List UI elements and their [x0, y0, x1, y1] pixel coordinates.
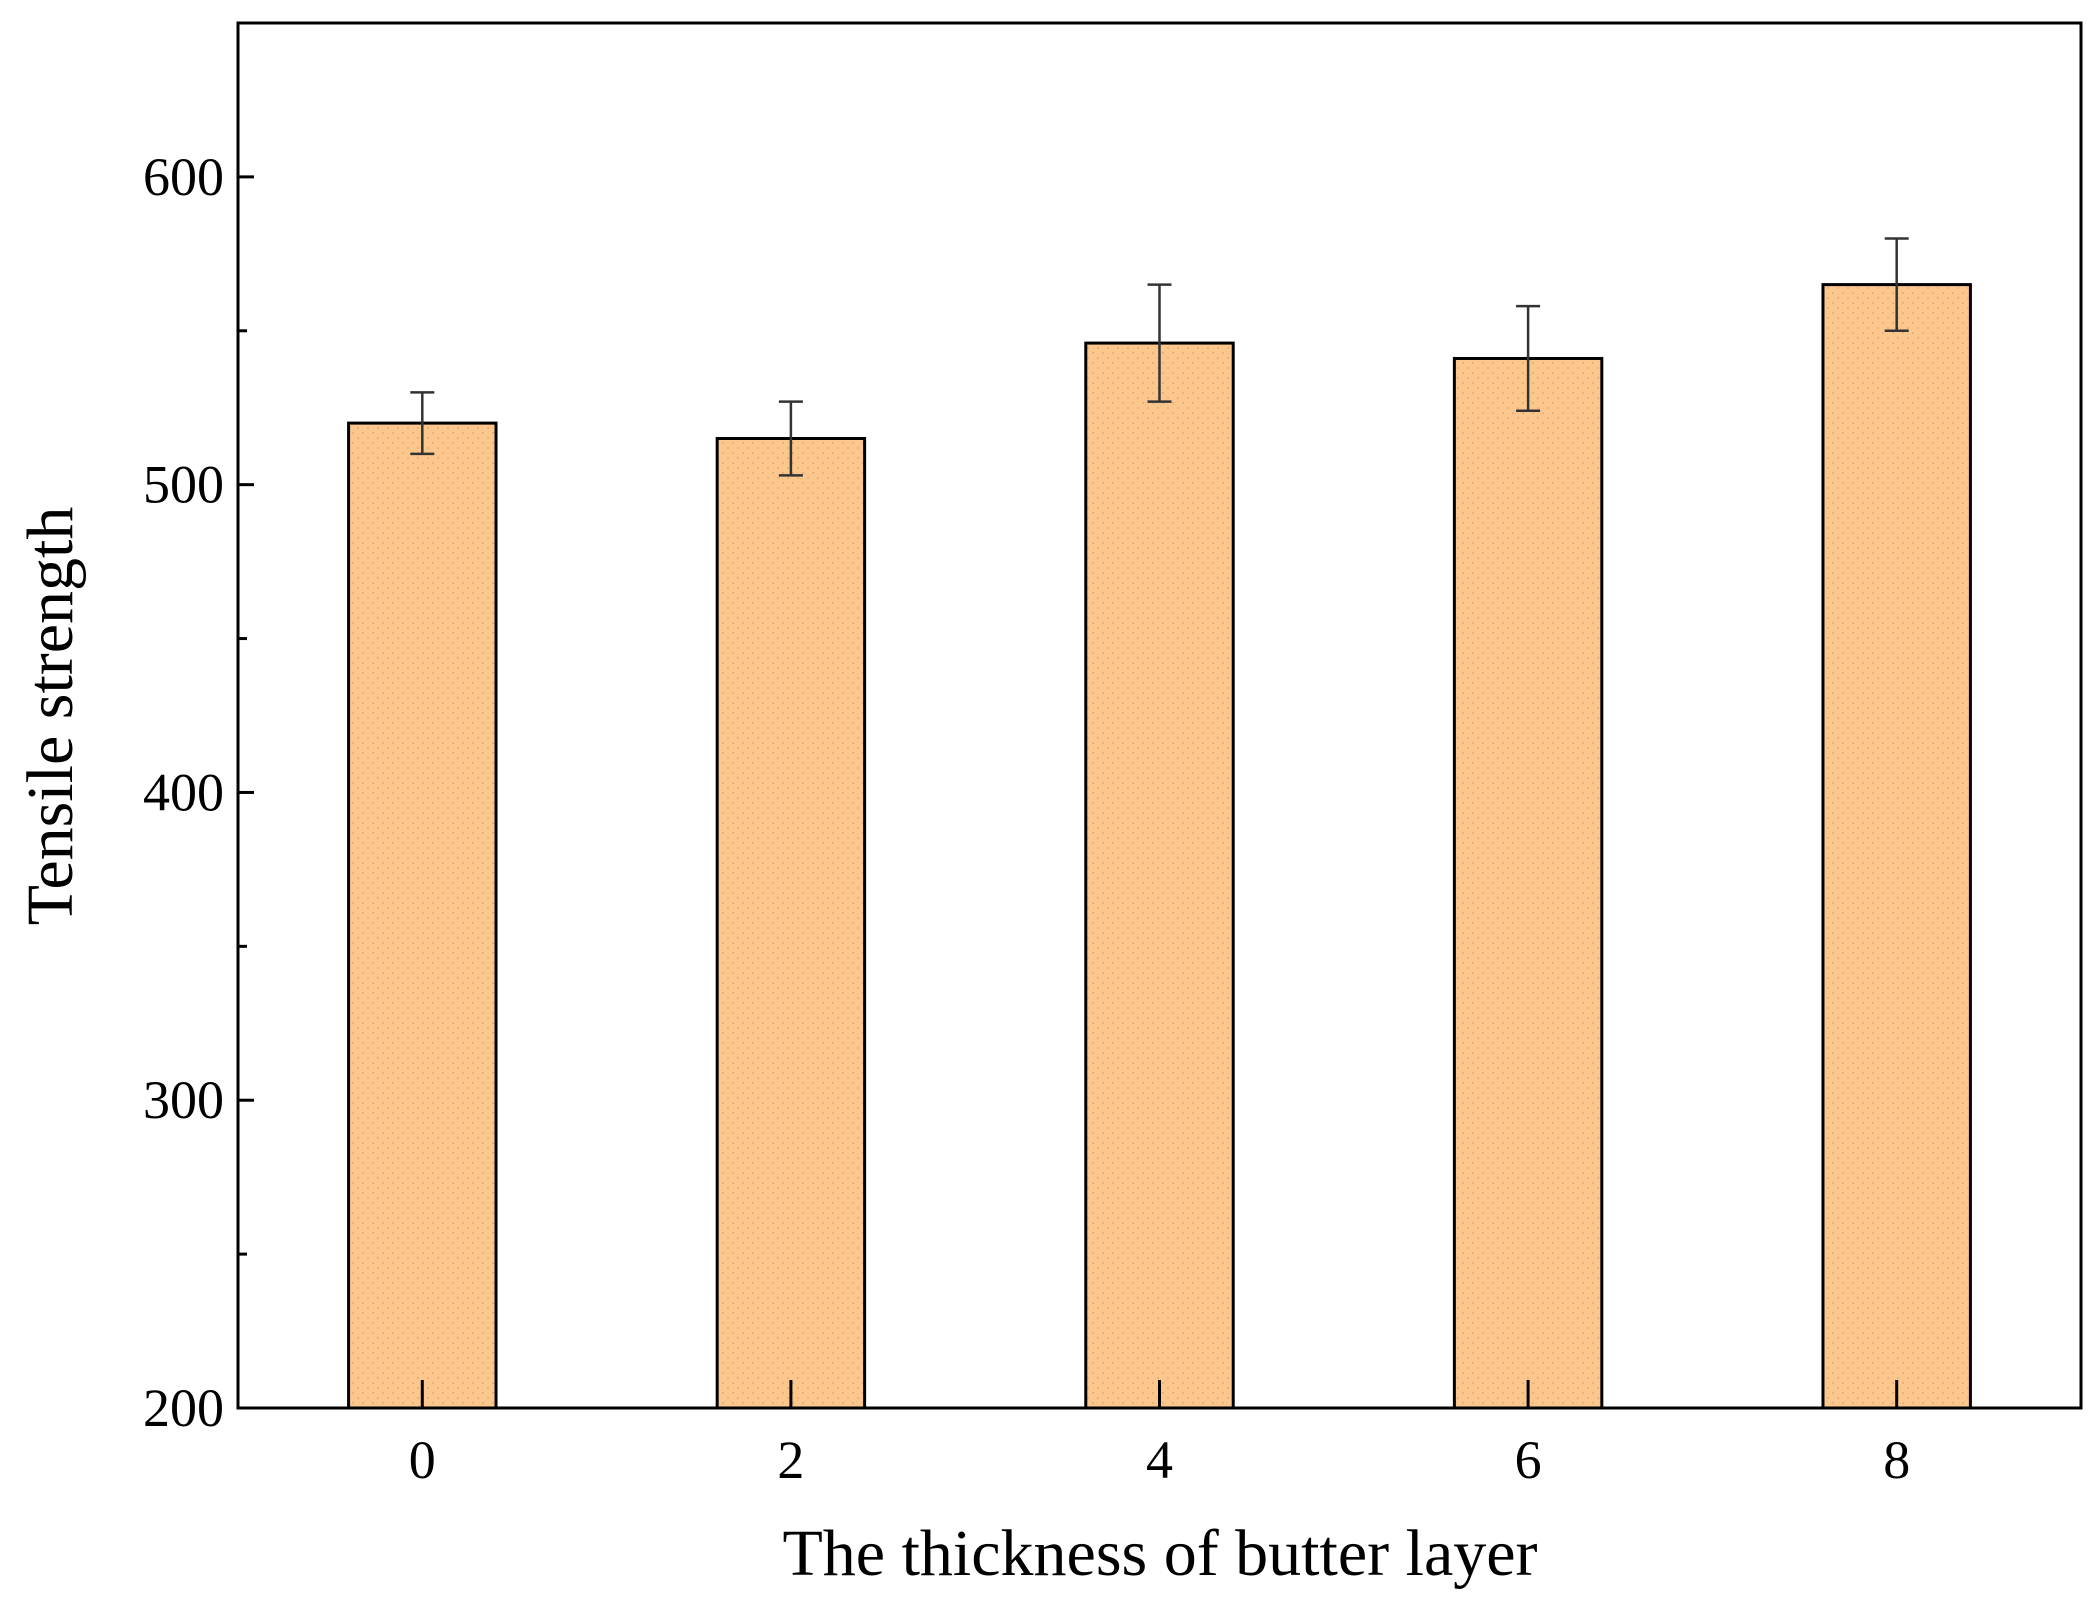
- y-tick-label: 200: [143, 1378, 224, 1438]
- x-tick-label: 8: [1883, 1430, 1910, 1490]
- bar-texture: [347, 421, 498, 1410]
- bar-texture: [1084, 341, 1235, 1410]
- bar-texture: [1821, 283, 1972, 1410]
- y-axis-label: Tensile strength: [14, 507, 87, 926]
- x-tick-label: 6: [1515, 1430, 1542, 1490]
- y-tick-label: 500: [143, 455, 224, 515]
- y-tick-label: 600: [143, 147, 224, 207]
- y-tick-label: 400: [143, 762, 224, 822]
- x-tick-label: 0: [409, 1430, 436, 1490]
- bar-texture: [1452, 356, 1604, 1410]
- x-tick-label: 4: [1146, 1430, 1173, 1490]
- plot-frame: [236, 21, 2083, 1410]
- x-axis-label: The thickness of butter layer: [782, 1517, 1537, 1590]
- x-tick-label: 2: [777, 1430, 804, 1490]
- y-tick-label: 300: [143, 1070, 224, 1130]
- bar-texture: [715, 437, 867, 1410]
